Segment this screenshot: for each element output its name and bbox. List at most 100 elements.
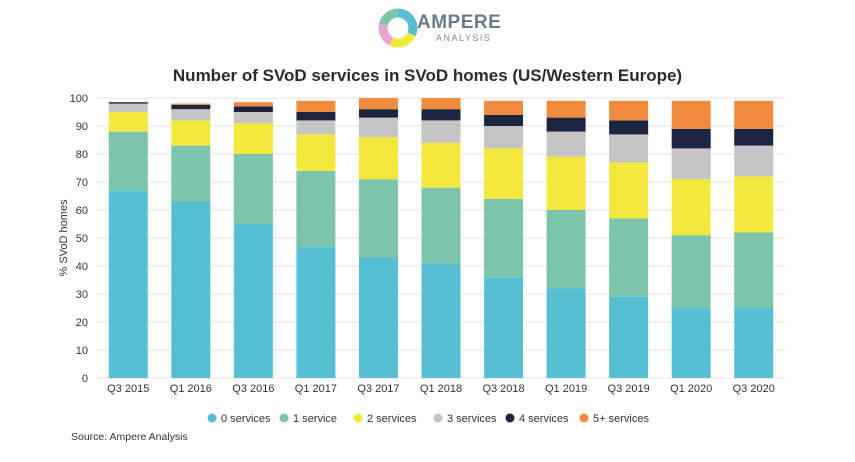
bar-segment — [171, 145, 211, 202]
y-tick-label: 90 — [76, 121, 88, 133]
legend-swatch — [579, 413, 589, 423]
legend-label: 5+ services — [593, 413, 649, 425]
bar-segment — [296, 134, 336, 171]
legend-label: 0 services — [221, 413, 271, 425]
y-tick-label: 50 — [76, 233, 88, 245]
y-tick-label: 10 — [76, 345, 88, 357]
x-tick-label: Q1 2016 — [170, 383, 212, 395]
y-tick-label: 0 — [82, 373, 88, 385]
y-tick-label: 40 — [76, 261, 88, 273]
bar-segment — [171, 120, 211, 146]
brand-subtitle: ANALYSIS — [436, 33, 492, 43]
y-tick-label: 100 — [70, 93, 88, 105]
bar-segment — [484, 198, 524, 278]
bar-segment — [108, 131, 148, 191]
bar-segment — [546, 117, 586, 132]
bar-segment — [609, 218, 649, 297]
ampere-logo-icon — [378, 8, 418, 48]
bar-segment — [358, 98, 398, 110]
x-tick-label: Q3 2017 — [357, 383, 399, 395]
bar-segment — [484, 114, 524, 126]
bar-segment — [233, 102, 273, 107]
bar-segment — [734, 232, 774, 308]
chart-title: Number of SVoD services in SVoD homes (U… — [172, 66, 683, 85]
bar-segment — [609, 120, 649, 135]
bar-segment — [734, 145, 774, 177]
bar-segment — [233, 112, 273, 124]
bar-segment — [358, 179, 398, 258]
bar-segment — [546, 210, 586, 289]
bar-segment — [171, 103, 211, 105]
legend-swatch — [207, 413, 217, 423]
bar-segment — [609, 134, 649, 163]
bar-segment — [108, 190, 148, 378]
bar-segment — [358, 109, 398, 118]
y-tick-label: 30 — [76, 289, 88, 301]
bar-segment — [296, 246, 336, 378]
bar-segment — [358, 257, 398, 378]
bar-segment — [421, 120, 461, 143]
legend-label: 1 service — [293, 413, 337, 425]
legend-label: 2 services — [367, 413, 417, 425]
bar-segment — [421, 109, 461, 121]
x-tick-label: Q1 2020 — [670, 383, 712, 395]
bar-segment — [609, 100, 649, 121]
bar-segment — [233, 224, 273, 378]
bar-segment — [671, 308, 711, 378]
bar-segment — [296, 170, 336, 247]
bar-segment — [358, 137, 398, 180]
x-tick-label: Q3 2018 — [482, 383, 524, 395]
y-tick-label: 80 — [76, 149, 88, 161]
bar-segment — [108, 103, 148, 112]
bar-segment — [671, 179, 711, 236]
y-tick-label: 70 — [76, 177, 88, 189]
bar-segment — [421, 142, 461, 188]
bar-segment — [609, 162, 649, 219]
x-tick-label: Q1 2018 — [420, 383, 462, 395]
x-tick-label: Q3 2016 — [232, 383, 274, 395]
bar-segment — [734, 128, 774, 146]
bar-segment — [671, 148, 711, 180]
x-tick-label: Q3 2015 — [107, 383, 149, 395]
brand-name: AMPERE — [417, 12, 502, 33]
bar-segment — [108, 102, 148, 104]
bar-segment — [358, 117, 398, 138]
bar-segment — [233, 123, 273, 154]
bar-segment — [484, 126, 524, 149]
y-tick-label: 20 — [76, 317, 88, 329]
bar-segment — [296, 120, 336, 135]
bar-segment — [296, 112, 336, 121]
bar-segment — [546, 100, 586, 118]
bar-segment — [233, 106, 273, 112]
bar-segment — [546, 131, 586, 157]
legend-label: 4 services — [519, 413, 569, 425]
bar-segment — [296, 100, 336, 112]
bar-segment — [671, 100, 711, 129]
x-tick-label: Q1 2017 — [295, 383, 337, 395]
bar-segment — [171, 201, 211, 378]
bar-segment — [734, 308, 774, 378]
bar-segment — [484, 100, 524, 115]
legend-swatch — [433, 413, 443, 423]
bar-segment — [484, 148, 524, 199]
x-tick-label: Q3 2020 — [733, 383, 775, 395]
legend-swatch — [353, 413, 363, 423]
x-tick-label: Q1 2019 — [545, 383, 587, 395]
bar-segment — [233, 154, 273, 224]
y-axis-label: % SVoD homes — [58, 199, 70, 277]
x-tick-label: Q3 2019 — [608, 383, 650, 395]
bar-segment — [421, 187, 461, 264]
bar-segment — [671, 128, 711, 149]
bar-segment — [171, 105, 211, 110]
y-tick-label: 60 — [76, 205, 88, 217]
bar-segment — [108, 112, 148, 132]
bar-segment — [734, 176, 774, 233]
bar-segment — [421, 263, 461, 378]
legend-swatch — [279, 413, 289, 423]
legend-swatch — [505, 413, 515, 423]
legend-label: 3 services — [447, 413, 497, 425]
bar-segment — [546, 156, 586, 210]
bar-segment — [734, 100, 774, 129]
bar-segment — [484, 277, 524, 378]
